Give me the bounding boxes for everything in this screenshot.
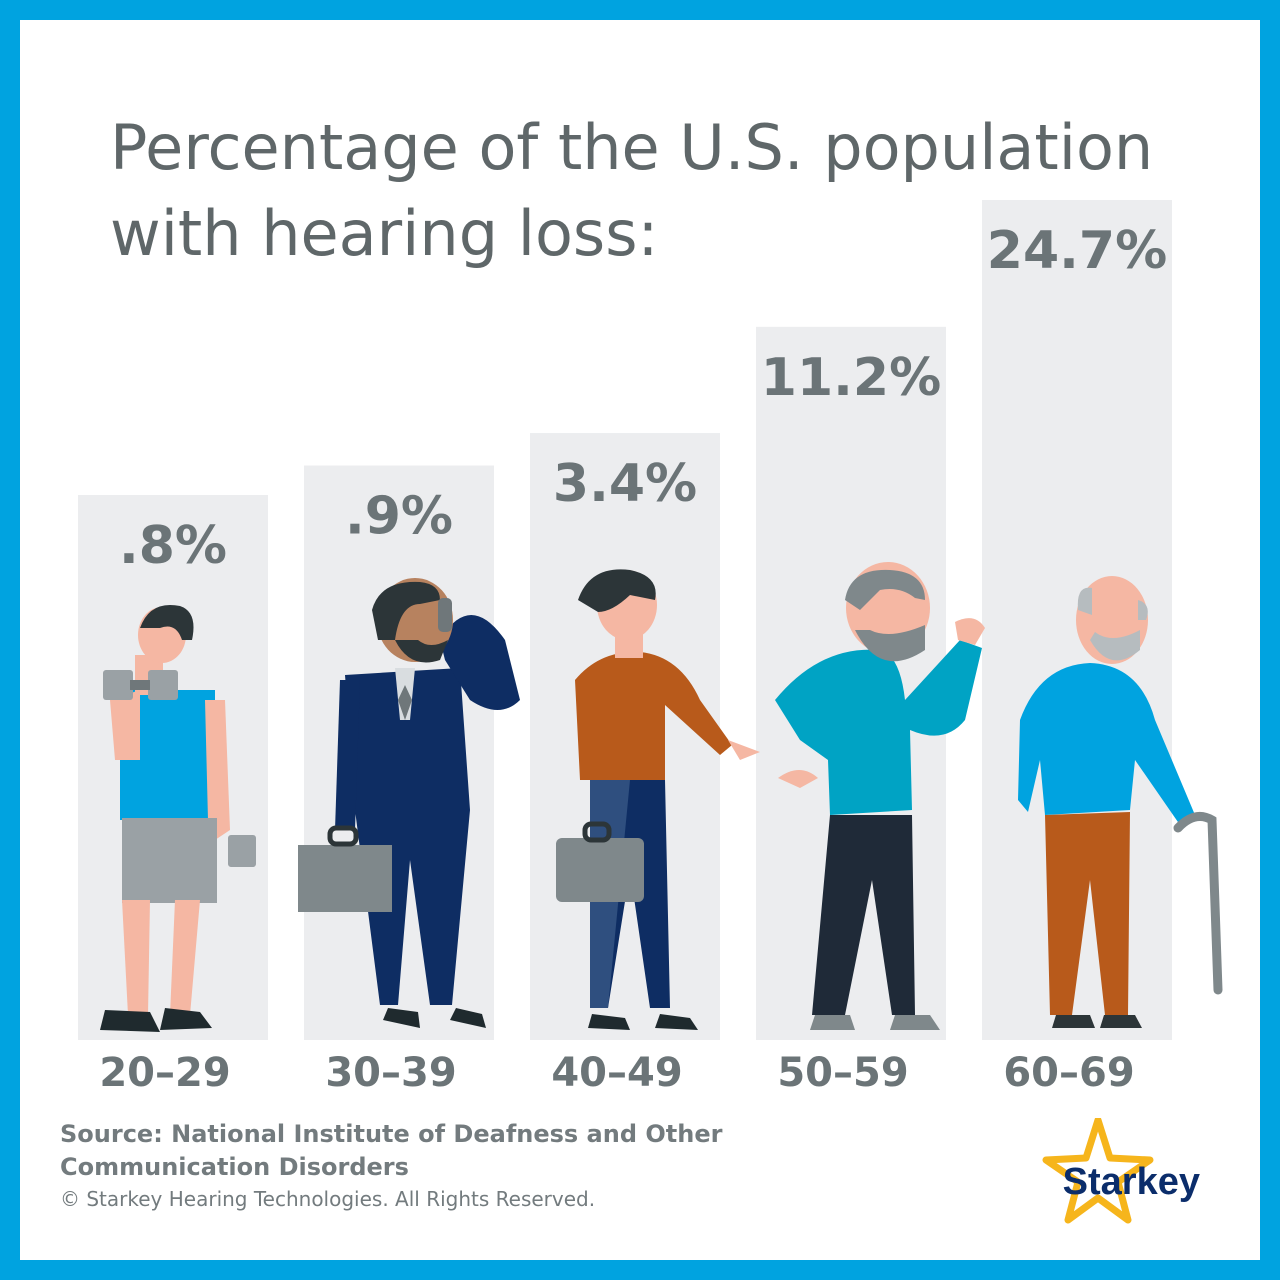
businessman-illustration	[298, 578, 520, 1028]
category-label-1: 20–29	[99, 1050, 230, 1096]
value-label-5: 24.7%	[987, 221, 1167, 281]
category-label-3: 40–49	[551, 1050, 682, 1096]
people-illustrations	[100, 562, 1223, 1032]
elderly-man-illustration	[1018, 576, 1223, 1028]
source-line-2: Communication Disorders	[60, 1153, 409, 1181]
chart-title: Percentage of the U.S. population with h…	[110, 105, 1210, 277]
star-icon	[1042, 1118, 1154, 1224]
value-label-4: 11.2%	[761, 348, 941, 408]
source-line-1: Source: National Institute of Deafness a…	[60, 1120, 723, 1148]
category-label-2: 30–39	[325, 1050, 456, 1096]
title-line-2: with hearing loss:	[110, 197, 659, 270]
category-label-4: 50–59	[777, 1050, 908, 1096]
logo-wordmark: Starkey	[1063, 1161, 1200, 1203]
title-line-1: Percentage of the U.S. population	[110, 111, 1154, 184]
pointing-man-illustration	[556, 569, 760, 1030]
starkey-logo: Starkey	[1042, 1118, 1200, 1224]
bearded-man-illustration	[775, 562, 985, 1030]
value-label-3: 3.4%	[553, 454, 697, 514]
value-label-1: .8%	[119, 516, 227, 576]
source-note: Source: National Institute of Deafness a…	[60, 1118, 960, 1184]
category-label-5: 60–69	[1003, 1050, 1134, 1096]
copyright-note: © Starkey Hearing Technologies. All Righ…	[60, 1187, 596, 1211]
value-label-2: .9%	[345, 487, 453, 547]
weightlifter-illustration	[100, 604, 256, 1032]
